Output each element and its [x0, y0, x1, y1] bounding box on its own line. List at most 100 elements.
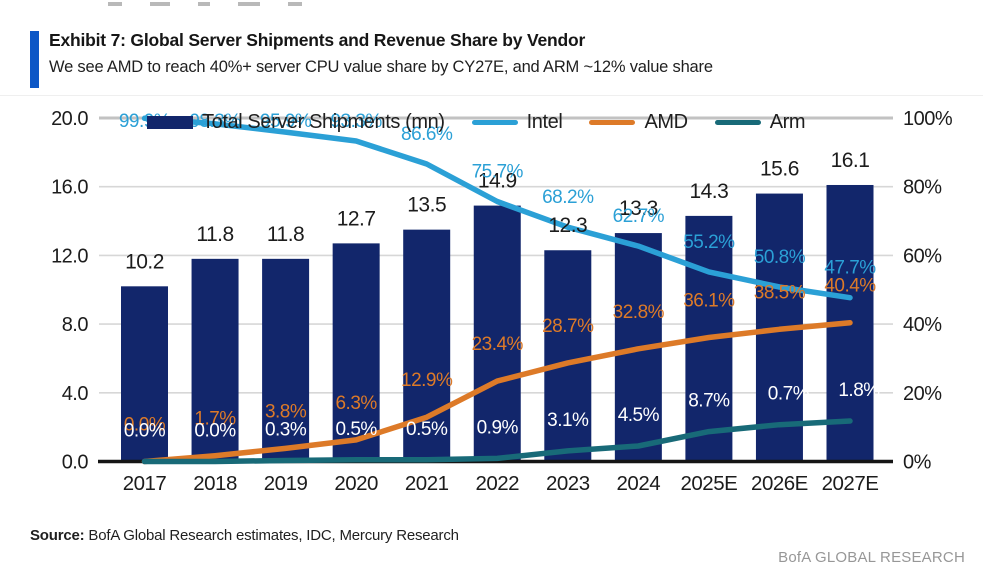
- line-swatch-icon: [589, 119, 636, 125]
- amd-data-label: 6.3%: [335, 393, 377, 414]
- bar-2023: [544, 250, 592, 462]
- amd-data-label: 1.7%: [194, 409, 236, 430]
- bar-2027E: [826, 184, 874, 462]
- bar-swatch-icon: [147, 115, 193, 129]
- arm-data-label: 0.3%: [265, 419, 307, 440]
- line-swatch-icon: [471, 119, 518, 125]
- intel-data-label: 68.2%: [542, 187, 594, 208]
- legend-label: Total Server Shipments (mn): [202, 110, 445, 133]
- left-axis-tick: 4.0: [62, 383, 89, 405]
- line-swatch-icon: [714, 119, 761, 125]
- right-axis-tick: 40%: [903, 314, 942, 336]
- legend-item-amd: AMD: [589, 111, 688, 134]
- arm-data-label: 0.9%: [477, 417, 519, 438]
- arm-data-label: 0.5%: [406, 419, 448, 440]
- cropped-text-artifact: [108, 2, 408, 7]
- bar-value-label: 13.5: [407, 194, 446, 217]
- left-axis-tick: 12.0: [51, 245, 88, 267]
- bar-2020: [332, 243, 380, 462]
- bar-2022: [473, 205, 521, 462]
- legend-label: Arm: [769, 110, 806, 133]
- x-axis-label: 2021: [405, 472, 449, 495]
- amd-line: [141, 319, 853, 465]
- source-label: Source:: [30, 527, 85, 544]
- exhibit-title: Exhibit 7: Global Server Shipments and R…: [49, 30, 586, 50]
- legend-label: Intel: [526, 110, 563, 133]
- intel-data-label: 75.7%: [472, 161, 524, 182]
- arm-data-label: 1.8%: [838, 380, 880, 401]
- x-axis-label: 2026E: [751, 472, 808, 495]
- artifact-mark: [238, 2, 260, 6]
- left-axis-tick: 8.0: [62, 314, 89, 336]
- intel-data-label: 55.2%: [683, 232, 735, 253]
- header-divider: [0, 95, 983, 96]
- chart-legend: Total Server Shipments (mn) Intel AMD Arm: [147, 110, 806, 134]
- x-axis-label: 2023: [546, 472, 590, 495]
- amd-data-label: 3.8%: [265, 401, 307, 422]
- bar-2021: [403, 229, 451, 462]
- intel-line: [141, 115, 853, 301]
- arm-data-label: 0.5%: [335, 419, 377, 440]
- left-axis-tick: 16.0: [51, 177, 88, 199]
- x-axis-label: 2018: [193, 472, 237, 495]
- bar-value-label: 11.8: [196, 223, 233, 246]
- left-axis-tick: 20.0: [51, 108, 88, 130]
- amd-data-label: 0.0%: [124, 415, 166, 436]
- arm-data-label: 0.0%: [124, 421, 166, 442]
- arm-data-label: 8.7%: [688, 391, 730, 412]
- artifact-mark: [288, 2, 302, 6]
- brand-watermark: BofA GLOBAL RESEARCH: [778, 549, 965, 566]
- bar-2024: [614, 233, 662, 462]
- arm-line: [141, 418, 853, 465]
- amd-data-label: 28.7%: [542, 316, 594, 337]
- bar-2018: [191, 258, 239, 462]
- amd-data-label: 12.9%: [401, 370, 453, 391]
- intel-data-label: 47.7%: [824, 258, 876, 279]
- exhibit-subtitle: We see AMD to reach 40%+ server CPU valu…: [49, 58, 713, 76]
- x-axis-label: 2027E: [822, 472, 879, 495]
- bar-value-label: 12.3: [548, 214, 587, 237]
- right-axis-tick: 60%: [903, 245, 942, 267]
- bar-value-label: 10.2: [125, 250, 164, 273]
- amd-data-label: 40.4%: [824, 276, 876, 297]
- intel-data-label: 62.7%: [613, 206, 665, 227]
- artifact-mark: [150, 2, 170, 6]
- arm-data-label: 0.7%: [768, 384, 810, 405]
- intel-data-label: 50.8%: [754, 247, 806, 268]
- amd-data-label: 32.8%: [613, 302, 665, 323]
- bar-value-label: 14.3: [689, 180, 728, 203]
- right-axis-tick: 0%: [903, 452, 932, 474]
- bar-2017: [121, 286, 168, 462]
- amd-data-label: 38.5%: [754, 282, 806, 303]
- x-axis-label: 2020: [334, 472, 378, 495]
- bar-2025E: [685, 215, 733, 462]
- artifact-mark: [198, 2, 210, 6]
- x-axis-label: 2022: [475, 472, 519, 495]
- source-note: Source: BofA Global Research estimates, …: [30, 527, 459, 544]
- arm-data-label: 4.5%: [618, 405, 660, 426]
- x-axis-label: 2025E: [681, 472, 738, 495]
- legend-item-intel: Intel: [471, 110, 563, 134]
- legend-item-arm: Arm: [714, 110, 806, 134]
- right-axis-tick: 100%: [903, 108, 953, 130]
- bar-2026E: [755, 193, 803, 462]
- bar-2019: [262, 258, 310, 462]
- exhibit-accent-bar: [30, 31, 39, 88]
- bar-value-label: 11.8: [267, 223, 304, 246]
- arm-data-label: 3.1%: [547, 410, 589, 431]
- bar-value-label: 15.6: [760, 158, 799, 181]
- artifact-mark: [108, 2, 122, 6]
- bar-value-label: 16.1: [831, 149, 870, 172]
- right-axis-tick: 80%: [903, 177, 942, 199]
- bar-value-label: 13.3: [619, 197, 658, 220]
- x-axis-label: 2019: [264, 472, 308, 495]
- right-axis-tick: 20%: [903, 383, 942, 405]
- left-axis-tick: 0.0: [62, 452, 89, 474]
- arm-data-label: 0.0%: [194, 421, 236, 442]
- amd-data-label: 23.4%: [472, 334, 524, 355]
- amd-data-label: 36.1%: [683, 290, 735, 311]
- bar-value-label: 12.7: [337, 207, 376, 230]
- source-text: BofA Global Research estimates, IDC, Mer…: [84, 527, 459, 544]
